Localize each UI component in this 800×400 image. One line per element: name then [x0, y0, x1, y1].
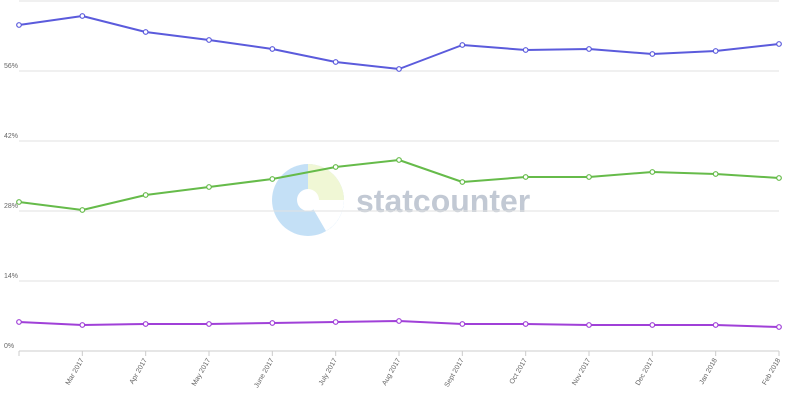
- x-tick-label: Mar 2017: [65, 357, 86, 386]
- data-point: [269, 46, 276, 52]
- x-tick-label: Nov 2017: [571, 357, 592, 387]
- data-point: [649, 169, 656, 175]
- x-tick-label: Oct 2017: [509, 357, 529, 385]
- data-point: [396, 66, 402, 72]
- data-point: [776, 175, 782, 181]
- data-point: [459, 321, 466, 327]
- data-point: [142, 321, 149, 327]
- data-point: [712, 171, 719, 177]
- data-point: [396, 157, 402, 163]
- y-tick-label: 14%: [4, 273, 18, 280]
- line-series: [18, 15, 780, 70]
- data-point: [16, 22, 22, 28]
- data-point: [649, 51, 656, 57]
- y-tick-label: 0%: [4, 343, 14, 350]
- data-point: [206, 184, 212, 190]
- y-tick-label: 56%: [4, 63, 18, 70]
- data-point: [459, 179, 466, 185]
- x-tick-label: July 2017: [318, 357, 339, 387]
- data-point: [712, 48, 719, 54]
- x-tick-label: Feb 2018: [761, 357, 782, 386]
- watermark-text: statcounter: [356, 183, 530, 219]
- data-point: [16, 319, 22, 325]
- data-point: [522, 321, 529, 327]
- logo-cut: [308, 200, 344, 231]
- logo-ring: [272, 164, 344, 236]
- x-tick-label: Dec 2017: [635, 357, 656, 387]
- logo-segment: [308, 164, 344, 200]
- x-tick-label: June 2017: [253, 357, 275, 389]
- data-point: [649, 322, 656, 328]
- data-point: [269, 176, 276, 182]
- data-point: [16, 199, 22, 205]
- watermark-logo: [272, 164, 344, 236]
- data-point: [586, 174, 592, 180]
- data-point: [586, 322, 592, 328]
- data-point: [79, 13, 86, 19]
- data-point: [332, 59, 339, 65]
- data-point: [459, 42, 466, 48]
- data-point: [206, 321, 212, 327]
- data-point: [586, 46, 592, 52]
- y-tick-label: 28%: [4, 203, 18, 210]
- data-point: [79, 207, 86, 213]
- data-point: [776, 41, 782, 47]
- x-tick-label: Jan 2018: [699, 357, 720, 386]
- data-point: [206, 37, 212, 43]
- y-tick-label: 42%: [4, 133, 18, 140]
- data-point: [712, 322, 719, 328]
- data-point: [269, 320, 276, 326]
- data-point: [522, 174, 529, 180]
- data-point: [396, 318, 402, 324]
- data-point: [522, 47, 529, 53]
- x-tick-label: Apr 2017: [129, 357, 149, 385]
- x-tick-label: Aug 2017: [381, 357, 402, 387]
- data-point: [142, 192, 149, 198]
- data-point: [79, 322, 86, 328]
- logo-hole: [297, 189, 319, 211]
- data-point: [776, 324, 782, 330]
- x-tick-label: Sept 2017: [444, 357, 466, 388]
- x-tick-label: May 2017: [191, 357, 212, 387]
- data-point: [142, 29, 149, 35]
- data-point: [332, 319, 339, 325]
- data-point: [332, 164, 339, 170]
